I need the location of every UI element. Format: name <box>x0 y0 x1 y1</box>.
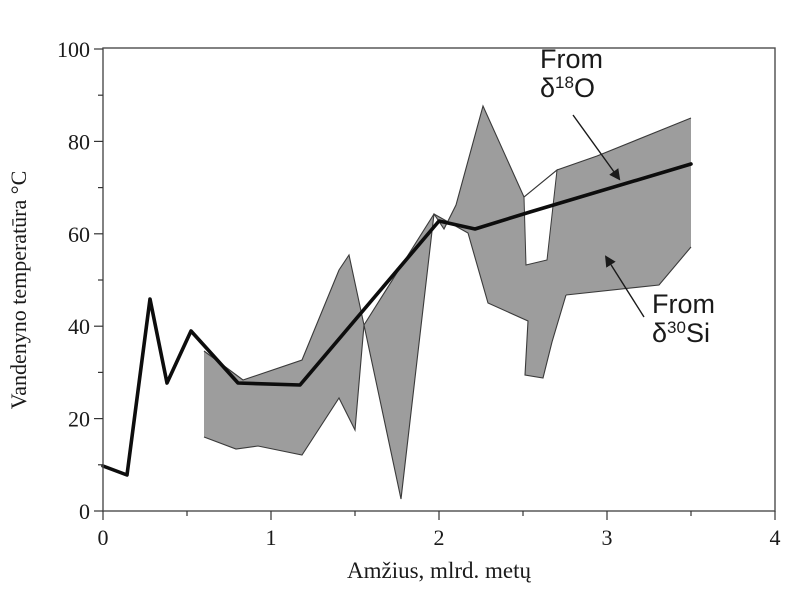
svg-text:40: 40 <box>68 314 90 339</box>
svg-text:Vandenyno temperatūra °C: Vandenyno temperatūra °C <box>6 171 31 410</box>
svg-text:2: 2 <box>434 525 445 550</box>
svg-text:Amžius, mlrd. metų: Amžius, mlrd. metų <box>347 558 531 583</box>
svg-text:100: 100 <box>57 37 90 62</box>
svg-text:δ18O: δ18O <box>540 73 595 103</box>
svg-text:From: From <box>652 289 715 319</box>
svg-text:20: 20 <box>68 407 90 432</box>
svg-text:From: From <box>540 44 603 74</box>
svg-text:0: 0 <box>79 499 90 524</box>
svg-text:80: 80 <box>68 129 90 154</box>
svg-text:4: 4 <box>770 525 781 550</box>
svg-text:3: 3 <box>602 525 613 550</box>
svg-text:δ30Si: δ30Si <box>652 318 710 348</box>
svg-text:0: 0 <box>98 525 109 550</box>
svg-text:60: 60 <box>68 222 90 247</box>
svg-text:1: 1 <box>266 525 277 550</box>
